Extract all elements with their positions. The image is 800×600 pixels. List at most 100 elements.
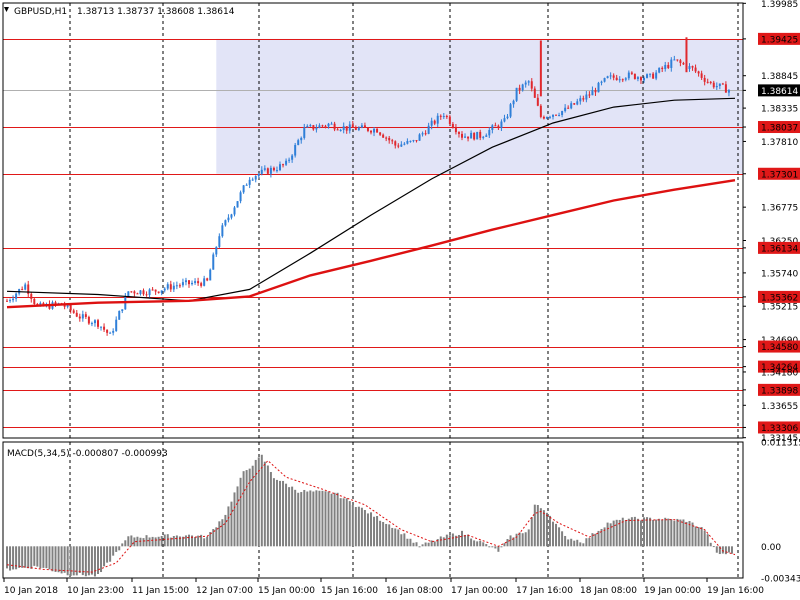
macd-bar xyxy=(406,538,409,547)
macd-bar xyxy=(482,542,485,547)
candle-body xyxy=(430,120,433,126)
candle-body xyxy=(418,134,421,141)
macd-bar xyxy=(667,518,670,547)
candle-body xyxy=(488,129,491,136)
macd-bar xyxy=(309,490,312,547)
macd-bar xyxy=(394,528,397,547)
macd-bar xyxy=(263,461,266,547)
price-tick-label: 1.33655 xyxy=(761,402,798,412)
level-price-box xyxy=(758,167,800,180)
candle-body xyxy=(727,90,730,93)
candle-body xyxy=(245,184,248,186)
candle-body xyxy=(169,284,172,290)
macd-bar xyxy=(197,535,200,547)
candle-body xyxy=(97,320,99,327)
macd-bar xyxy=(649,517,652,547)
macd-bar xyxy=(136,536,139,547)
macd-bar xyxy=(627,518,630,547)
price-tick-label: 1.38845 xyxy=(761,72,798,82)
macd-bar xyxy=(442,537,445,547)
candle-body xyxy=(703,77,706,82)
candle-body xyxy=(673,59,676,61)
macd-bar xyxy=(142,538,145,547)
candle-body xyxy=(100,326,103,328)
macd-bar xyxy=(188,534,190,547)
macd-bar xyxy=(230,501,233,547)
macd-bar xyxy=(633,516,636,547)
macd-bar xyxy=(573,540,576,547)
candle-body xyxy=(539,105,542,117)
macd-bar xyxy=(424,542,427,547)
macd-bar xyxy=(676,518,679,547)
candle-body xyxy=(454,127,457,133)
candle-body xyxy=(348,124,351,131)
price-tick-label: 1.37301 xyxy=(761,170,798,180)
macd-bar xyxy=(245,470,248,547)
macd-bar xyxy=(160,536,163,547)
candle-body xyxy=(230,214,233,218)
candle-body xyxy=(336,129,339,131)
macd-bar xyxy=(15,546,18,570)
macd-bar xyxy=(685,521,688,547)
candle-body xyxy=(658,67,661,73)
candle-body xyxy=(342,126,345,130)
macd-bar xyxy=(221,519,224,547)
candle-body xyxy=(260,169,263,174)
macd-bar xyxy=(503,543,506,547)
macd-bar xyxy=(561,531,564,547)
candle-body xyxy=(166,284,169,289)
macd-bar xyxy=(251,465,254,547)
candle-body xyxy=(579,98,582,102)
macd-bar xyxy=(661,519,664,547)
candle-body xyxy=(315,127,318,130)
macd-bar xyxy=(552,521,554,547)
price-tick-label: 1.34180 xyxy=(761,368,798,378)
macd-bar xyxy=(718,546,721,555)
macd-bar xyxy=(379,520,382,547)
candle-body xyxy=(712,82,715,88)
time-tick-label: 11 Jan 15:00 xyxy=(132,586,189,596)
candle-body xyxy=(33,298,36,304)
macd-bar xyxy=(558,527,561,547)
candle-body xyxy=(178,285,181,287)
candle-body xyxy=(87,316,90,324)
candle-body xyxy=(485,135,488,137)
candle-body xyxy=(509,104,512,117)
macd-bar xyxy=(269,472,272,547)
candle-body xyxy=(172,285,175,290)
macd-bar xyxy=(454,535,457,547)
macd-bar xyxy=(294,489,297,547)
macd-bar xyxy=(297,492,300,547)
price-tick-label: 1.38335 xyxy=(761,105,798,115)
candle-body xyxy=(294,144,297,156)
macd-bar xyxy=(542,510,545,547)
macd-bar xyxy=(609,523,612,547)
candle-body xyxy=(184,280,187,283)
macd-bar xyxy=(706,534,709,547)
macd-bar xyxy=(400,534,403,547)
macd-axis: 0.011315 0.00 -0.003438 xyxy=(761,439,800,585)
macd-bar xyxy=(533,504,536,547)
candle-body xyxy=(470,132,473,139)
panel-frames xyxy=(2,2,744,579)
candle-body xyxy=(221,225,224,237)
candle-body xyxy=(212,254,215,270)
candle-body xyxy=(136,293,139,295)
candle-body xyxy=(591,90,594,96)
candle-body xyxy=(682,62,685,65)
macd-bar xyxy=(130,535,133,547)
moving-averages xyxy=(6,97,736,309)
time-axis: 10 Jan 2018 10 Jan 23:00 11 Jan 15:00 12 Ja… xyxy=(3,578,764,596)
candle-body xyxy=(139,290,142,295)
macd-bar xyxy=(124,540,127,547)
candle-body xyxy=(467,136,470,139)
level-price-box xyxy=(758,121,800,134)
collapse-triangle-icon[interactable] xyxy=(4,7,9,12)
macd-bar xyxy=(254,459,257,547)
candle-body xyxy=(694,67,697,72)
candle-body xyxy=(266,168,269,174)
candle-body xyxy=(494,125,497,127)
candle-body xyxy=(157,291,160,293)
macd-bar xyxy=(445,534,448,547)
macd-bar xyxy=(318,490,321,547)
